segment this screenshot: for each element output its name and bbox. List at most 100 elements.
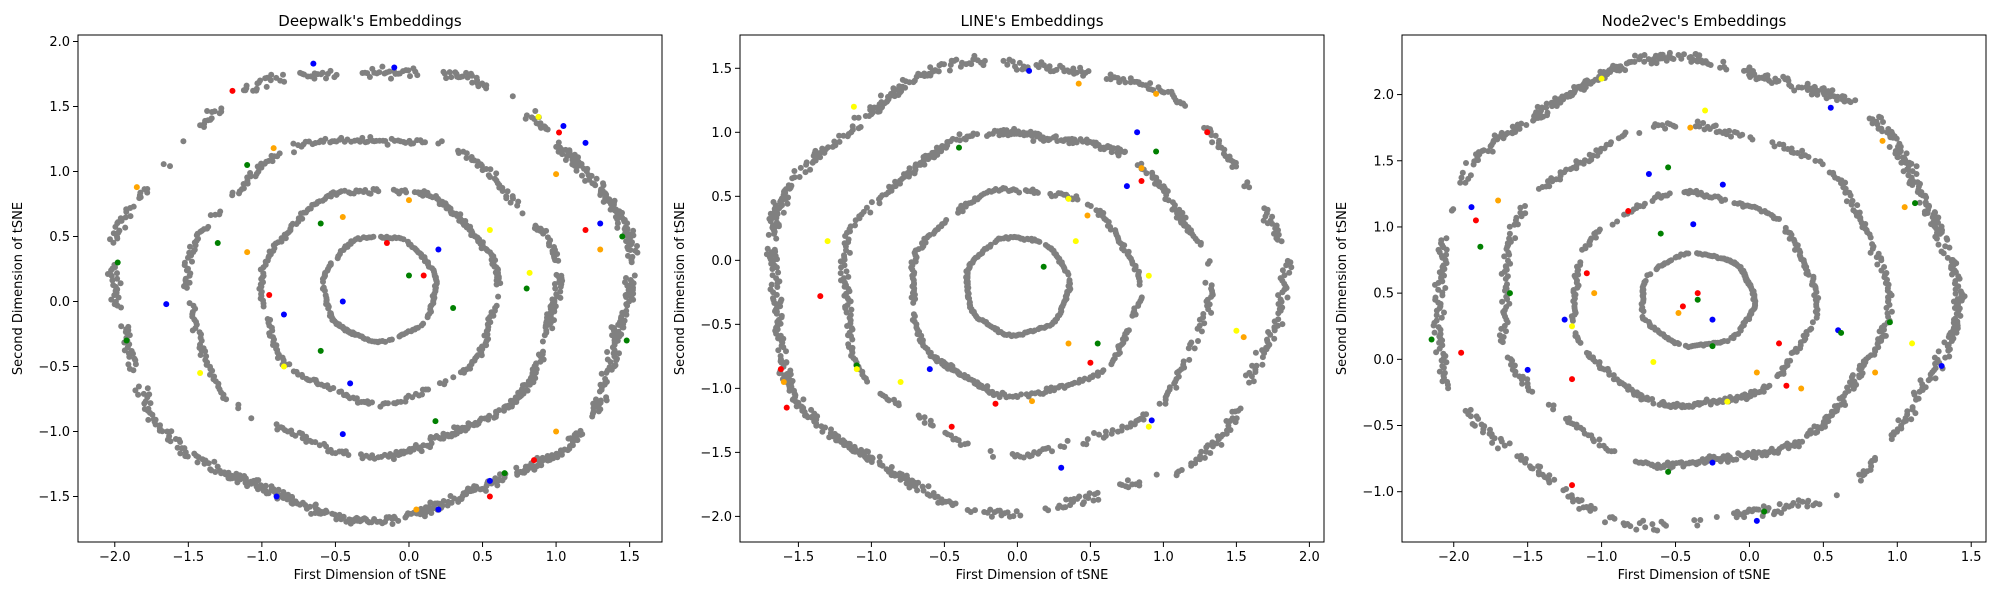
point bbox=[1672, 254, 1679, 261]
point bbox=[885, 397, 892, 404]
point bbox=[223, 396, 230, 403]
point bbox=[1062, 136, 1069, 143]
point bbox=[504, 188, 511, 195]
point bbox=[1498, 270, 1505, 277]
point bbox=[1201, 124, 1208, 131]
point bbox=[244, 162, 251, 168]
point bbox=[1436, 345, 1443, 352]
point bbox=[1136, 479, 1143, 486]
point bbox=[1932, 375, 1939, 382]
point bbox=[614, 224, 621, 231]
point bbox=[1848, 374, 1855, 381]
point bbox=[1910, 389, 1917, 396]
point bbox=[1439, 292, 1446, 299]
point bbox=[1202, 279, 1209, 286]
point bbox=[773, 330, 780, 337]
x-tick-label: −1.0 bbox=[856, 550, 888, 565]
point bbox=[1772, 75, 1779, 82]
point bbox=[468, 154, 475, 160]
y-tick-label: 0.0 bbox=[711, 254, 732, 269]
point bbox=[212, 211, 219, 218]
point bbox=[180, 138, 187, 145]
point bbox=[1650, 123, 1657, 130]
point bbox=[1004, 61, 1011, 68]
point bbox=[549, 296, 556, 303]
point bbox=[310, 60, 317, 67]
point bbox=[962, 136, 969, 143]
x-tick-label: 1.5 bbox=[1226, 550, 1247, 565]
point bbox=[207, 212, 214, 219]
point bbox=[1506, 440, 1513, 447]
point bbox=[242, 475, 249, 482]
point bbox=[1491, 132, 1498, 139]
point bbox=[1500, 135, 1507, 142]
point bbox=[1649, 198, 1656, 204]
point bbox=[1679, 303, 1686, 310]
point bbox=[339, 431, 346, 438]
point bbox=[1569, 317, 1576, 324]
point bbox=[417, 511, 424, 518]
point bbox=[1216, 137, 1223, 144]
point bbox=[1288, 264, 1295, 271]
point bbox=[1905, 172, 1912, 179]
point bbox=[955, 437, 962, 444]
point bbox=[114, 275, 121, 282]
point bbox=[1065, 340, 1072, 347]
point bbox=[1897, 143, 1904, 150]
point bbox=[1886, 144, 1893, 150]
point bbox=[479, 167, 486, 174]
point bbox=[1436, 368, 1443, 375]
point bbox=[469, 421, 476, 428]
point bbox=[1906, 180, 1913, 187]
point bbox=[1847, 379, 1853, 386]
point bbox=[602, 375, 609, 382]
point bbox=[457, 426, 464, 432]
point bbox=[1125, 327, 1132, 334]
point bbox=[1103, 76, 1110, 82]
point bbox=[1825, 418, 1832, 425]
point bbox=[1003, 127, 1010, 134]
point bbox=[1153, 148, 1160, 155]
point bbox=[1895, 417, 1902, 424]
point bbox=[948, 423, 955, 430]
point bbox=[1499, 339, 1506, 346]
point bbox=[1458, 174, 1465, 181]
point bbox=[446, 69, 453, 76]
point bbox=[1869, 241, 1876, 248]
y-tick-label: 1.0 bbox=[711, 126, 732, 141]
point bbox=[1522, 459, 1529, 466]
point bbox=[1833, 492, 1840, 499]
point bbox=[1795, 84, 1802, 91]
point bbox=[1909, 340, 1916, 347]
point bbox=[1645, 56, 1652, 63]
point bbox=[395, 517, 402, 524]
point bbox=[1948, 257, 1955, 263]
point bbox=[1717, 64, 1724, 71]
point bbox=[1820, 89, 1827, 96]
point bbox=[984, 133, 990, 139]
point bbox=[1246, 379, 1253, 386]
point bbox=[270, 145, 277, 152]
point bbox=[1218, 441, 1225, 448]
point bbox=[1731, 200, 1738, 207]
point bbox=[1075, 80, 1082, 87]
point bbox=[1279, 267, 1286, 274]
point bbox=[1145, 423, 1152, 430]
point bbox=[240, 87, 247, 94]
point bbox=[1872, 454, 1878, 461]
point bbox=[1563, 486, 1570, 492]
point bbox=[303, 433, 310, 440]
point bbox=[1433, 349, 1440, 356]
point bbox=[1087, 359, 1094, 366]
point bbox=[353, 331, 360, 338]
point bbox=[1246, 369, 1253, 376]
point bbox=[1501, 253, 1508, 260]
point bbox=[1506, 230, 1513, 237]
point bbox=[1691, 517, 1698, 524]
point bbox=[956, 131, 963, 138]
point bbox=[1808, 91, 1815, 98]
point bbox=[836, 132, 843, 139]
point bbox=[439, 502, 446, 509]
point bbox=[766, 215, 773, 222]
point bbox=[1459, 169, 1466, 176]
